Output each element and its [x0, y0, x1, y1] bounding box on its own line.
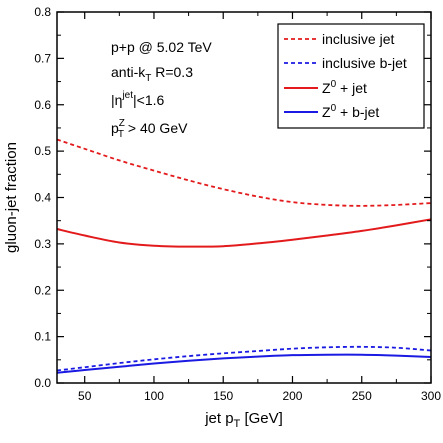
- x-axis-label: jet pT [GeV]: [204, 410, 283, 430]
- y-tick-label: 0.0: [34, 376, 51, 390]
- legend-label-inclusive-b-jet: inclusive b-jet: [322, 55, 407, 71]
- y-tick-label: 0.6: [34, 98, 51, 112]
- legend-entry-z0-jet: Z0 + jet: [284, 79, 367, 96]
- y-tick-label: 0.1: [34, 330, 51, 344]
- x-tick-label: 50: [78, 389, 92, 403]
- annotation-pt-cut: pZ T > 40 GeV: [111, 118, 188, 140]
- legend: inclusive jet inclusive b-jet Z0 + jet Z…: [277, 23, 425, 129]
- legend-label-z0-jet: Z0 + jet: [322, 79, 367, 96]
- y-tick-label: 0.2: [34, 283, 51, 297]
- y-tick-label: 0.7: [34, 51, 51, 65]
- annotation-collision-system: p+p @ 5.02 TeV: [111, 39, 212, 55]
- series-layer: [56, 138, 432, 374]
- legend-entry-z0-b-jet: Z0 + b-jet: [284, 103, 379, 120]
- series-line-z0-jet: [56, 218, 432, 248]
- series-line-z0-b-jet: [56, 353, 432, 374]
- x-tick-label: 250: [352, 389, 372, 403]
- y-tick-label: 0.4: [34, 191, 51, 205]
- annotation-eta-cut: |ηjet|<1.6: [111, 90, 164, 108]
- series-line-inclusive-jet: [56, 138, 432, 207]
- legend-label-inclusive-jet: inclusive jet: [322, 31, 394, 47]
- legend-entry-inclusive-b-jet: inclusive b-jet: [284, 55, 407, 71]
- y-tick-label: 0.5: [34, 144, 51, 158]
- x-tick-label: 150: [213, 389, 233, 403]
- y-axis-label: gluon-jet fraction: [3, 142, 20, 253]
- annotations: p+p @ 5.02 TeV anti-kT R=0.3 |ηjet|<1.6 …: [111, 39, 212, 140]
- x-tick-label: 200: [282, 389, 302, 403]
- legend-box: [277, 23, 425, 129]
- y-tick-label: 0.8: [34, 5, 51, 19]
- x-tick-label: 300: [421, 389, 441, 403]
- legend-entry-inclusive-jet: inclusive jet: [284, 31, 394, 47]
- legend-label-z0-b-jet: Z0 + b-jet: [322, 103, 379, 120]
- ticks-layer: 50 100 150 200 250 300 0.0 0.1 0.2 0.3 0.4 0.5 0.6 0.…: [34, 5, 441, 403]
- series-line-inclusive-b-jet: [56, 345, 432, 372]
- x-tick-label: 100: [144, 389, 164, 403]
- annotation-jet-algorithm: anti-kT R=0.3: [111, 64, 193, 84]
- y-tick-label: 0.3: [34, 237, 51, 251]
